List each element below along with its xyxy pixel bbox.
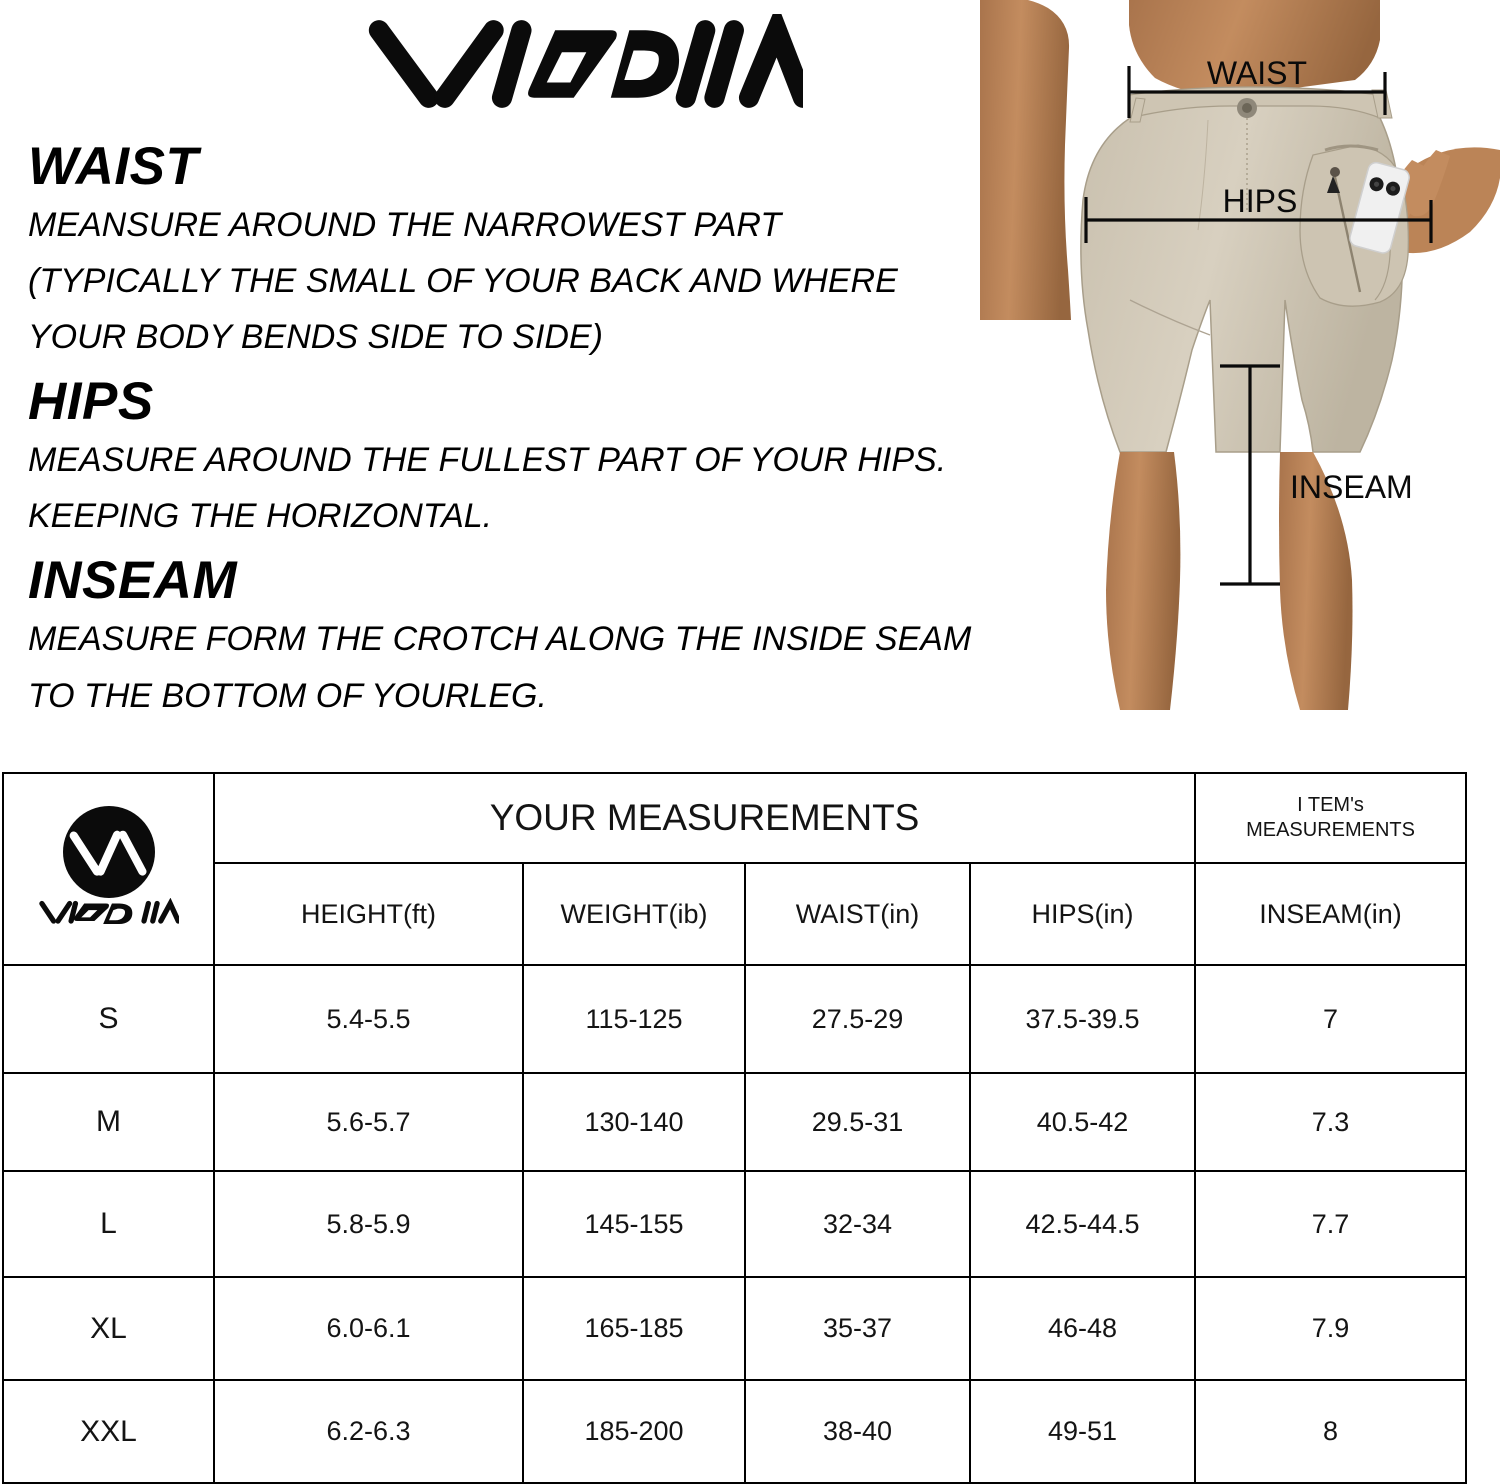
svg-text:WAIST: WAIST — [1207, 55, 1307, 91]
svg-text:HIPS: HIPS — [1223, 183, 1298, 219]
svg-text:INSEAM: INSEAM — [1290, 469, 1413, 505]
